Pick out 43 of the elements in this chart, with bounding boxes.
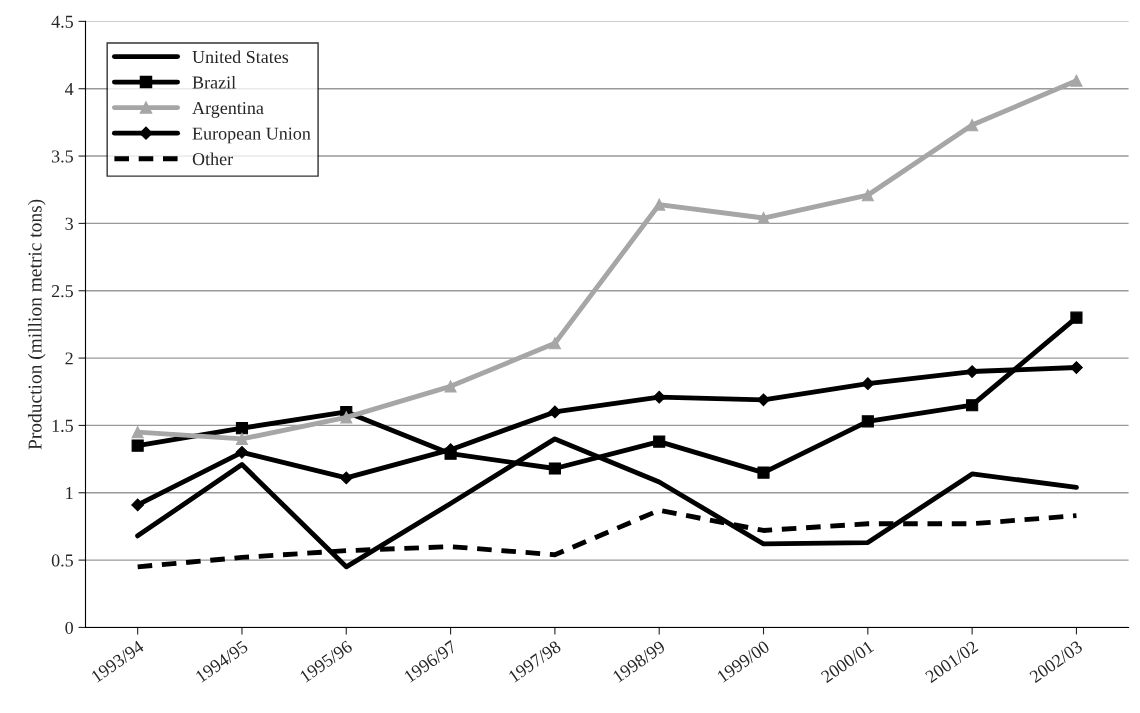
legend-label: Brazil xyxy=(192,75,236,89)
point xyxy=(548,405,562,419)
point xyxy=(1070,74,1083,87)
y-tick-label: 3 xyxy=(65,217,73,230)
point xyxy=(235,422,249,435)
y-tick-label: 4 xyxy=(65,83,74,95)
point xyxy=(861,415,874,428)
point xyxy=(1070,361,1083,374)
y-tick-label: 2 xyxy=(65,352,73,365)
point xyxy=(444,380,457,393)
point xyxy=(965,365,979,378)
point xyxy=(966,399,979,412)
point xyxy=(653,435,666,448)
point xyxy=(131,426,144,439)
point xyxy=(235,432,249,445)
y-tick-label: 1 xyxy=(66,487,73,500)
y-axis-title: Production (million metric tons) xyxy=(27,199,46,450)
legend-label: United States xyxy=(192,50,289,64)
y-tick-label: 2.5 xyxy=(51,285,73,298)
legend-label: Argentina xyxy=(192,101,264,118)
point xyxy=(131,439,144,452)
point xyxy=(757,211,770,225)
point xyxy=(652,390,666,404)
point xyxy=(548,337,561,350)
legend-label: Other xyxy=(192,152,233,166)
y-tick-label: 1.5 xyxy=(52,419,73,432)
legend-label: European Union xyxy=(192,127,311,144)
point xyxy=(131,498,145,512)
y-tick-label: 4.5 xyxy=(51,15,73,28)
point xyxy=(757,466,770,479)
point xyxy=(861,377,875,391)
point xyxy=(340,411,353,424)
point xyxy=(966,119,979,132)
point xyxy=(1070,311,1083,324)
point xyxy=(757,393,770,407)
y-tick-label: 0.5 xyxy=(51,554,73,567)
y-tick-label: 0 xyxy=(65,621,74,634)
y-tick-label: 3.5 xyxy=(51,150,73,163)
point xyxy=(339,471,353,485)
point xyxy=(653,198,666,211)
point xyxy=(235,445,249,459)
point xyxy=(861,189,874,202)
point xyxy=(548,462,561,475)
